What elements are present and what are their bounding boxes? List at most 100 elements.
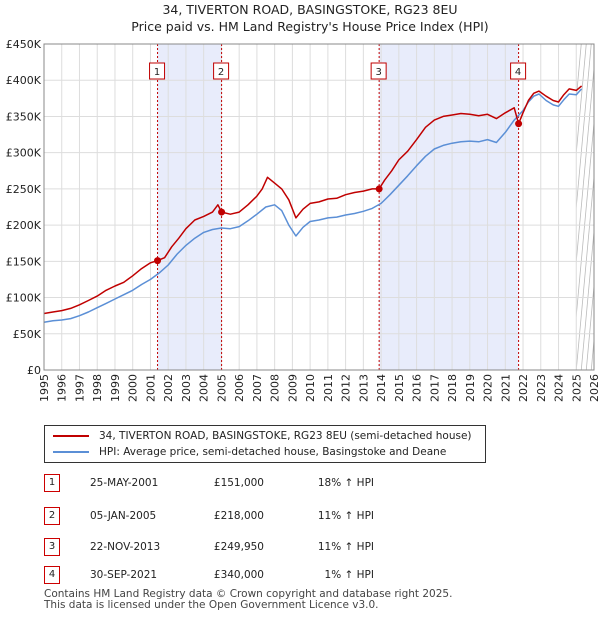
hatch-line — [576, 118, 594, 321]
transaction-badge: 1 — [44, 474, 60, 492]
hatch-line — [576, 44, 577, 49]
x-tick-label: 2000 — [127, 374, 140, 402]
x-tick-label: 2007 — [251, 374, 264, 402]
transaction-date: 22-NOV-2013 — [90, 541, 161, 553]
table-row: 3 22-NOV-2013 £249,950 11% ↑ HPI — [44, 538, 484, 556]
table-row: 4 30-SEP-2021 £340,000 1% ↑ HPI — [44, 566, 484, 584]
footer-copyright: Contains HM Land Registry data © Crown c… — [44, 588, 453, 600]
hatch-line — [576, 64, 594, 266]
table-row: 1 25-MAY-2001 £151,000 18% ↑ HPI — [44, 474, 484, 492]
x-tick-label: 2023 — [535, 374, 548, 402]
x-tick-label: 2025 — [570, 374, 583, 402]
footer-licence: This data is licensed under the Open Gov… — [44, 599, 379, 611]
forecast-hatch — [541, 44, 600, 370]
transaction-price: £340,000 — [213, 569, 264, 581]
transaction-price: £249,950 — [213, 541, 264, 553]
legend-label-property: 34, TIVERTON ROAD, BASINGSTOKE, RG23 8EU… — [99, 430, 472, 442]
transaction-date: 25-MAY-2001 — [90, 477, 159, 489]
x-tick-label: 2011 — [322, 374, 335, 402]
plot-frame — [43, 43, 595, 371]
x-tick-label: 2019 — [464, 374, 477, 402]
hatch-line — [590, 335, 594, 370]
y-tick-label: £400K — [6, 74, 42, 87]
x-tick-label: 2005 — [215, 374, 228, 402]
x-tick-label: 2003 — [180, 374, 193, 402]
transaction-point — [218, 208, 226, 216]
price-chart: 34, TIVERTON ROAD, BASINGSTOKE, RG23 8EU… — [6, 2, 600, 402]
footer: Contains HM Land Registry data © Crown c… — [44, 589, 452, 611]
shaded-region — [157, 44, 222, 370]
x-tick-label: 2017 — [428, 374, 441, 402]
y-tick-label: £200K — [6, 219, 42, 232]
transaction-price: £218,000 — [213, 510, 264, 522]
table-row: 2 05-JAN-2005 £218,000 11% ↑ HPI — [44, 507, 484, 525]
x-tick-label: 2021 — [499, 374, 512, 402]
transaction-hpi: 11% ↑ HPI — [317, 510, 374, 522]
transaction-marker-box — [149, 62, 166, 80]
x-tick-label: 1998 — [91, 374, 104, 402]
x-tick-label: 1996 — [56, 374, 69, 402]
x-tick-label: 2015 — [393, 374, 406, 402]
transaction-badge: 3 — [44, 538, 60, 556]
transaction-date: 05-JAN-2005 — [90, 510, 157, 522]
legend-swatch-hpi — [53, 451, 89, 453]
hatch-line — [585, 281, 594, 370]
x-tick-label: 1999 — [109, 374, 122, 402]
transaction-marker-box — [510, 62, 527, 80]
transaction-point — [515, 120, 523, 128]
legend-label-hpi: HPI: Average price, semi-detached house,… — [99, 446, 447, 458]
x-tick-label: 2009 — [286, 374, 299, 402]
transaction-hpi: 11% ↑ HPI — [317, 541, 374, 553]
x-tick-label: 2026 — [588, 374, 600, 402]
hatch-line — [576, 44, 592, 212]
x-tick-label: 2001 — [144, 374, 157, 402]
hatch-line — [580, 227, 594, 370]
transaction-marker-box — [370, 62, 387, 80]
x-tick-label: 2020 — [482, 374, 495, 402]
transaction-date: 30-SEP-2021 — [90, 569, 158, 581]
transaction-marker-label: 4 — [515, 67, 521, 78]
x-tick-label: 2002 — [162, 374, 175, 402]
x-tick-label: 2018 — [446, 374, 459, 402]
y-tick-label: £350K — [6, 110, 42, 123]
x-tick-label: 2013 — [357, 374, 370, 402]
x-tick-label: 2022 — [517, 374, 530, 402]
transaction-point — [154, 257, 162, 265]
hpi-series-line — [43, 88, 583, 323]
x-tick-label: 2006 — [233, 374, 246, 402]
legend-swatch-property — [53, 435, 89, 437]
y-tick-label: £100K — [6, 292, 42, 305]
legend: 34, TIVERTON ROAD, BASINGSTOKE, RG23 8EU… — [44, 425, 486, 463]
hatch-line — [541, 44, 571, 370]
hatch-line — [576, 172, 594, 370]
transaction-marker-label: 2 — [218, 67, 224, 78]
chart-subtitle: Price paid vs. HM Land Registry's House … — [131, 19, 488, 34]
x-tick-label: 1995 — [38, 374, 51, 402]
transaction-badge: 4 — [44, 566, 60, 584]
chart-title: 34, TIVERTON ROAD, BASINGSTOKE, RG23 8EU — [162, 2, 457, 17]
transaction-marker-box — [213, 62, 230, 80]
x-tick-label: 2004 — [198, 374, 211, 402]
transaction-hpi: 1% ↑ HPI — [324, 569, 374, 581]
y-tick-label: £250K — [6, 183, 42, 196]
hatch-line — [596, 44, 600, 370]
y-tick-label: £300K — [6, 147, 42, 160]
transaction-marker-label: 3 — [375, 67, 381, 78]
y-tick-label: £450K — [6, 38, 42, 51]
x-tick-label: 2016 — [411, 374, 424, 402]
transaction-badge: 2 — [44, 507, 60, 525]
y-tick-label: £50K — [13, 328, 42, 341]
x-tick-label: 2012 — [340, 374, 353, 402]
transaction-hpi: 18% ↑ HPI — [317, 477, 374, 489]
x-tick-label: 2014 — [375, 374, 388, 402]
shaded-region — [379, 44, 519, 370]
transaction-marker-label: 1 — [154, 67, 160, 78]
y-tick-label: £150K — [6, 255, 42, 268]
transaction-point — [375, 185, 383, 193]
x-tick-label: 2010 — [304, 374, 317, 402]
hatch-line — [576, 44, 587, 158]
y-tick-label: £0 — [27, 364, 41, 377]
transaction-price: £151,000 — [213, 477, 264, 489]
x-tick-label: 2024 — [553, 374, 566, 402]
x-tick-label: 2008 — [269, 374, 282, 402]
